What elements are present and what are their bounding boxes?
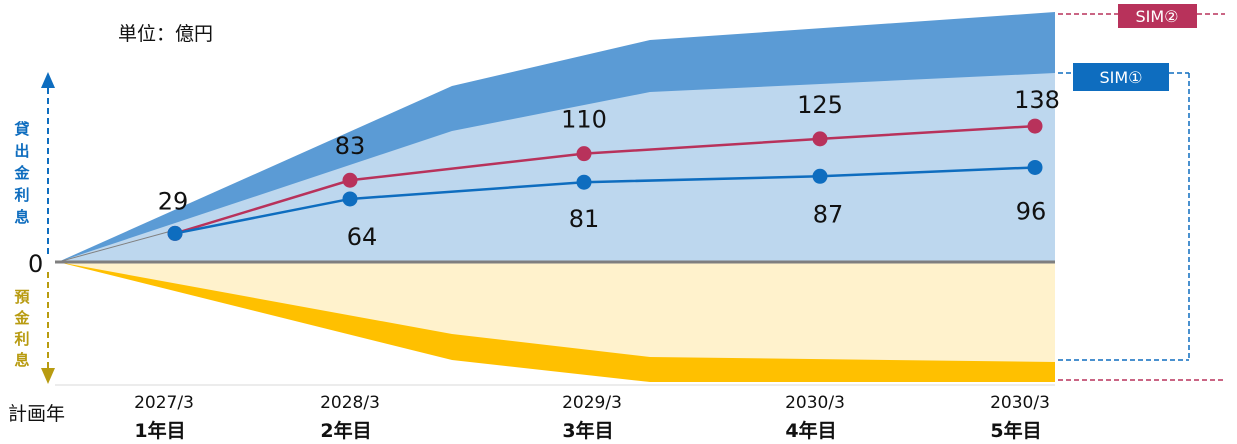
x-tick-label: 2029/3 [562,393,622,413]
data-label: 83 [335,132,366,160]
x-year-label: 5年目 [990,419,1041,442]
axis-caption-char: 金 [13,164,30,182]
down-arrowhead [41,368,55,384]
axis-caption-char: 貸 [14,120,29,138]
x-year-label: 3年目 [562,419,613,442]
data-label: 87 [813,200,844,228]
x-axis-labels: 2027/3 1年目 2028/3 2年目 2029/3 3年目 2030/3 4年目 2030… [134,393,1050,442]
x-tick-label: 2030/3 [990,393,1050,413]
axis-caption-char: 利 [14,330,29,348]
data-label: 125 [797,91,843,119]
lower-area-sim1 [58,262,1055,362]
series-point-1 [576,146,592,162]
sim1-legend-box [1073,63,1169,91]
series-point-2 [167,225,183,241]
x-tick-label: 2030/3 [785,393,845,413]
x-row-label: 計画年 [8,403,65,425]
data-label: 81 [569,205,600,233]
axis-caption-char: 利 [14,186,29,204]
axis-caption-char: 出 [14,142,29,160]
x-tick-label: 2027/3 [134,393,194,413]
x-year-label: 2年目 [320,419,371,442]
data-label: 110 [561,106,607,134]
sim2-legend-label: SIM② [1135,7,1178,26]
series-point-1 [812,131,828,147]
axis-caption-char: 金 [13,309,30,327]
axis-caption-char: 息 [14,351,29,369]
x-tick-label: 2028/3 [320,393,380,413]
zero-label: 0 [28,250,43,278]
up-arrowhead [41,72,55,88]
series-point-1 [1027,118,1043,134]
series-point-2 [812,168,828,184]
data-label: 138 [1014,86,1060,114]
sim2-legend-box [1118,4,1197,28]
upper-area-sim1 [58,73,1055,262]
axis-caption-char: 預 [14,288,30,306]
series-point-2 [576,174,592,190]
data-label: 29 [158,187,189,215]
sim1-legend-label: SIM① [1099,68,1142,87]
unit-label: 単位：億円 [118,23,213,45]
x-year-label: 4年目 [785,419,836,442]
start-line [57,229,176,263]
series-point-1 [342,172,358,188]
axis-caption-char: 息 [14,208,29,226]
x-year-label: 1年目 [134,419,185,442]
series-point-2 [342,191,358,207]
series-group: 29 83 110 125 138 64 81 87 96 [158,86,1060,251]
series-point-2 [1027,159,1043,175]
data-label: 64 [347,223,378,251]
data-label: 96 [1016,197,1047,225]
